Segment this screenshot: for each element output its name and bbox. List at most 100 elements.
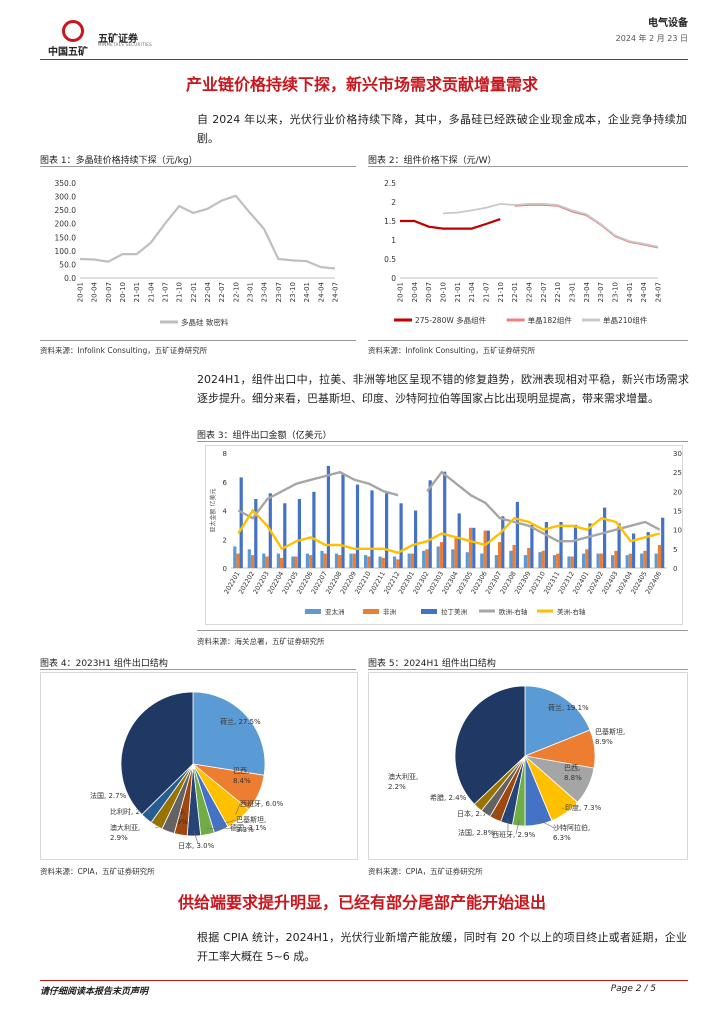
paragraph-3: 根据 CPIA 统计，2024H1，光伏行业新增产能放缓，同时有 20 个以上的… — [197, 931, 687, 963]
report-sector: 电气设备 — [648, 18, 688, 29]
legend-label: 亚太洲 — [325, 607, 345, 616]
figure-4-frame — [40, 672, 358, 860]
bar — [291, 556, 295, 568]
figure-3-frame — [205, 445, 683, 625]
bar — [338, 555, 342, 568]
x-tick-label: 20-07 — [425, 282, 433, 302]
series-line — [400, 218, 501, 230]
bar — [381, 557, 385, 568]
y-tick-label: 2.5 — [384, 179, 396, 188]
y-tick-label: 0 — [223, 565, 227, 573]
figure-5-chart: 荷兰, 19.1% 巴基斯坦, 8.9% 巴西, 8.8% 印度, 7.3% 沙特阿拉伯, 6… — [368, 672, 688, 860]
pie-label: 希腊, 2.4% — [430, 793, 467, 802]
y2-tick-label: 5 — [673, 546, 677, 554]
figure-2-rule — [368, 166, 688, 167]
pie-label: 荷兰, 27.5% — [220, 717, 261, 726]
x-tick-label: 24-01 — [626, 282, 634, 302]
pie-label: 澳大利亚, — [110, 823, 140, 832]
bar — [617, 523, 621, 568]
bar — [472, 527, 476, 569]
x-tick-label: 23-07 — [597, 282, 605, 302]
pie-label: 2.2% — [388, 783, 406, 791]
figure-1-rule — [40, 166, 356, 167]
section-title-1: 产业链价格持续下探，新兴市场需求贡献增量需求 — [185, 75, 538, 94]
bar — [468, 527, 473, 569]
y2-tick-label: 10 — [673, 527, 682, 535]
pie-label: 2.9% — [110, 834, 128, 842]
bar — [364, 555, 368, 568]
bar — [643, 550, 647, 569]
figure-4-chart: 荷兰, 27.5% 巴西, 8.4% 西班牙, 6.0% 巴基斯坦, 3.3%德国, 3.… — [40, 672, 358, 860]
series-line — [514, 204, 659, 249]
bar — [527, 547, 531, 568]
legend-label: 美洲-右轴 — [557, 607, 586, 616]
bar — [439, 542, 444, 568]
figure-5-frame — [368, 672, 688, 860]
series-line — [442, 202, 659, 248]
y-tick-label: 200.0 — [55, 220, 77, 229]
bar — [654, 553, 658, 568]
y-tick-label: 50.0 — [59, 260, 76, 269]
figure-3-title: 图表 3：组件出口金额（亿美元） — [197, 431, 332, 441]
y2-tick-label: 30 — [673, 450, 682, 458]
pie-label: 6.3% — [553, 834, 571, 842]
bar — [239, 477, 243, 568]
bar — [625, 555, 629, 568]
x-tick-label: 22-04 — [526, 281, 534, 302]
bar — [661, 517, 665, 568]
bar — [509, 550, 513, 569]
legend-label: 单晶210组件 — [603, 315, 648, 325]
header-divider — [40, 59, 688, 60]
bar — [614, 550, 618, 569]
x-tick-label: 21-07 — [483, 282, 491, 302]
pie-label: 8.8% — [564, 774, 582, 782]
legend-swatch — [363, 609, 379, 614]
bar — [312, 491, 316, 568]
bar — [247, 549, 251, 568]
bar — [588, 523, 592, 568]
bar — [320, 550, 324, 569]
x-tick-label: 21-01 — [133, 282, 141, 302]
y2-tick-label: 0 — [673, 565, 677, 573]
figure-3-rule — [197, 441, 688, 442]
bar — [410, 553, 414, 568]
figure-2-chart: 0 0.5 1 1.5 2 2.5 20-01 20-04 20-07 20-10 21-01 21-… — [384, 179, 662, 325]
bar — [599, 553, 603, 568]
bar — [657, 545, 662, 568]
paragraph-2: 2024H1，组件出口中，拉美、非洲等地区呈现不错的修复趋势，欧洲表现相对平稳，… — [197, 373, 689, 405]
bar — [567, 556, 571, 568]
x-tick-label: 23-01 — [247, 282, 255, 302]
x-tick-label: 22-07 — [218, 282, 226, 302]
pie-label: 巴基斯坦, — [595, 727, 625, 736]
pie-slice — [524, 685, 591, 757]
bar — [596, 553, 600, 568]
figure-2-title: 图表 2：组件价格下探（元/W） — [368, 156, 497, 166]
pie-label: 西班牙, 6.0% — [240, 799, 284, 808]
bar — [611, 555, 615, 568]
pie-label: 法国, 2.8% — [458, 828, 495, 837]
x-tick-label: 23-01 — [569, 282, 577, 302]
bar — [544, 522, 548, 568]
y-tick-label: 1 — [391, 236, 396, 245]
bar — [480, 553, 484, 568]
bar — [280, 557, 284, 568]
x-tick-label: 22-07 — [540, 282, 548, 302]
bar — [582, 553, 586, 568]
bar — [585, 549, 589, 568]
bar — [512, 545, 516, 568]
series-line — [79, 194, 336, 270]
x-tick-label: 20-10 — [440, 282, 448, 302]
bar — [603, 507, 607, 568]
bar — [570, 556, 574, 568]
y-tick-label: 2 — [391, 198, 396, 207]
figure-1-title: 图表 1：多晶硅价格持续下探（元/kg） — [40, 156, 198, 166]
y-tick-label: 2 — [223, 536, 227, 544]
y2-tick-label: 15 — [673, 508, 682, 516]
y-tick-label: 150.0 — [55, 233, 77, 242]
legend-label: 欧洲-右轴 — [499, 607, 528, 616]
pie-label: 巴西, — [233, 767, 249, 775]
x-tick-label: 23-04 — [261, 281, 269, 302]
pie-label: 法国, 2.7% — [90, 791, 127, 800]
logo-brand-name: 五矿证券 — [98, 34, 138, 45]
page-number: Page 2 / 5 — [610, 984, 656, 994]
